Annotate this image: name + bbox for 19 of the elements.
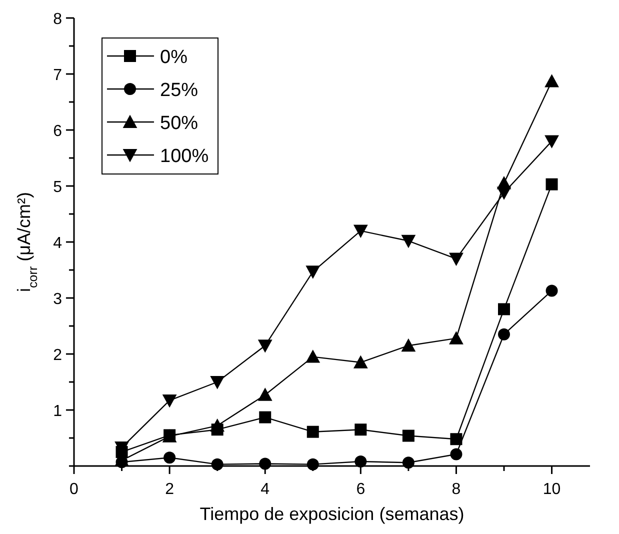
y-tick-label: 8 [53,11,62,28]
y-tick-label: 1 [53,403,62,420]
legend-label: 25% [160,80,198,101]
x-tick-label: 10 [542,481,561,498]
y-tick-label: 5 [53,179,62,196]
y-tick-label: 3 [53,291,62,308]
y-tick-label: 2 [53,347,62,364]
legend-label: 50% [160,113,198,134]
x-tick-label: 0 [70,481,79,498]
y-tick-label: 6 [53,123,62,140]
x-tick-label: 6 [356,481,366,498]
y-tick-label: 4 [53,235,62,252]
y-tick-label: 7 [53,67,62,84]
x-tick-label: 4 [260,481,270,498]
x-tick-label: 2 [165,481,174,498]
x-axis-title: Tiempo de exposicion (semanas) [200,504,464,524]
legend-label: 100% [160,146,209,167]
x-tick-label: 8 [452,481,461,498]
legend-label: 0% [160,47,188,68]
